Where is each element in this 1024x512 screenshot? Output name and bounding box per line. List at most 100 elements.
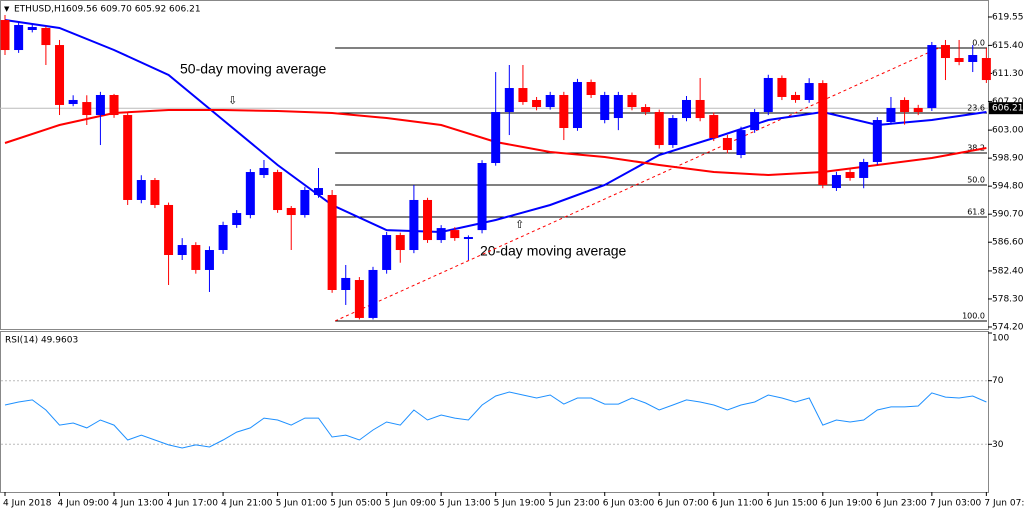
candle-body	[763, 77, 773, 113]
candle-body	[572, 82, 582, 129]
candle-body	[436, 228, 446, 241]
y-tick-label: 30	[992, 440, 1004, 450]
candle-body	[736, 130, 746, 156]
candle-body	[518, 88, 528, 103]
candle-body	[313, 188, 323, 195]
x-tick-label: 5 Jun 19:00	[494, 499, 546, 509]
candle-body	[981, 58, 991, 81]
y-tick-label: 615.40	[992, 41, 1024, 51]
candle-body	[668, 118, 678, 146]
candle-body	[218, 224, 228, 251]
candle-body	[423, 199, 433, 241]
annotation: 50-day moving average	[180, 61, 327, 77]
candle-body	[41, 28, 51, 46]
candle-body	[627, 94, 637, 108]
candle-body	[191, 245, 201, 270]
candle-body	[532, 99, 542, 108]
y-tick-label: 70	[992, 376, 1004, 386]
candle-body	[900, 99, 910, 113]
candle-body	[286, 207, 296, 216]
candle-body	[273, 172, 283, 211]
candle-body	[641, 107, 651, 113]
rsi-line	[4, 391, 987, 449]
candle-body	[463, 237, 473, 240]
candle-body	[368, 269, 378, 318]
x-tick-label: 5 Jun 23:00	[548, 499, 600, 509]
y-tick-label: 590.70	[992, 210, 1024, 220]
main-panel	[0, 0, 989, 330]
candle-body	[818, 83, 828, 186]
candle-body	[82, 102, 92, 116]
candle-body	[722, 137, 732, 151]
candle-body	[136, 180, 146, 200]
candle-body	[491, 112, 501, 164]
x-tick-label: 5 Jun 13:00	[439, 499, 491, 509]
candle-body	[504, 88, 514, 113]
candle-body	[859, 161, 869, 178]
x-tick-label: 6 Jun 19:00	[821, 499, 873, 509]
fib-label: 100.0	[962, 311, 985, 320]
annotation-arrow: ⇧	[515, 218, 524, 231]
candle-body	[0, 20, 10, 51]
candle-body	[450, 230, 460, 239]
y-tick-label: 611.30	[992, 69, 1024, 79]
candle-body	[777, 77, 787, 97]
x-tick-label: 6 Jun 07:00	[657, 499, 709, 509]
annotation-arrow: ⇩	[228, 94, 237, 107]
candle-body	[395, 235, 405, 251]
candle-body	[354, 280, 364, 318]
candle-body	[123, 115, 133, 200]
candle-body	[177, 245, 187, 256]
fib-label: 0.0	[972, 39, 985, 48]
x-tick-label: 4 Jun 09:00	[58, 499, 110, 509]
candle-body	[872, 120, 882, 162]
candle-body	[204, 250, 214, 270]
candle-body	[831, 175, 841, 189]
candle-body	[886, 107, 896, 122]
rsi-panel	[0, 331, 989, 493]
candle-body	[409, 199, 419, 251]
candle-body	[232, 213, 242, 225]
x-tick-label: 5 Jun 09:00	[385, 499, 437, 509]
candle-body	[259, 167, 269, 176]
candle-body	[968, 55, 978, 62]
last-price-label: 606.21	[992, 104, 1024, 114]
y-tick-label: 607.20	[992, 97, 1024, 107]
candle-body	[68, 99, 78, 105]
candle-body	[750, 112, 760, 131]
candle-body	[300, 190, 310, 216]
y-tick-label: 594.80	[992, 182, 1024, 192]
candle-body	[341, 277, 351, 290]
candle-body	[382, 235, 392, 270]
panel-arrow: ▼	[4, 5, 10, 13]
x-tick-label: 5 Jun 01:00	[276, 499, 328, 509]
candle-body	[654, 112, 664, 146]
fib-label: 50.0	[967, 176, 985, 185]
candle-body	[559, 94, 569, 129]
candle-body	[55, 45, 65, 105]
x-tick-label: 4 Jun 21:00	[221, 499, 273, 509]
fib-trend	[334, 47, 939, 322]
candle-body	[164, 204, 174, 256]
y-tick-label: 582.40	[992, 266, 1024, 276]
x-tick-label: 6 Jun 23:00	[875, 499, 927, 509]
candle-body	[27, 26, 37, 30]
y-tick-label: 100	[992, 334, 1009, 344]
candle-body	[913, 107, 923, 113]
candle-body	[245, 172, 255, 216]
last-price-box	[989, 102, 1023, 115]
candle-body	[613, 94, 623, 119]
x-tick-label: 4 Jun 2018	[3, 499, 52, 509]
symbol: ETHUSD,H1	[14, 5, 67, 15]
ohlc: 609.56 609.70 605.92 606.21	[66, 5, 201, 15]
candle-body	[954, 58, 964, 62]
x-tick-label: 6 Jun 11:00	[712, 499, 764, 509]
x-tick-label: 6 Jun 15:00	[766, 499, 818, 509]
candle-body	[545, 94, 555, 108]
y-tick-label: 619.55	[992, 13, 1024, 23]
fib-label: 61.8	[967, 208, 985, 217]
candle-body	[940, 45, 950, 59]
candle-body	[95, 94, 105, 116]
x-tick-label: 7 Jun 03:00	[930, 499, 982, 509]
